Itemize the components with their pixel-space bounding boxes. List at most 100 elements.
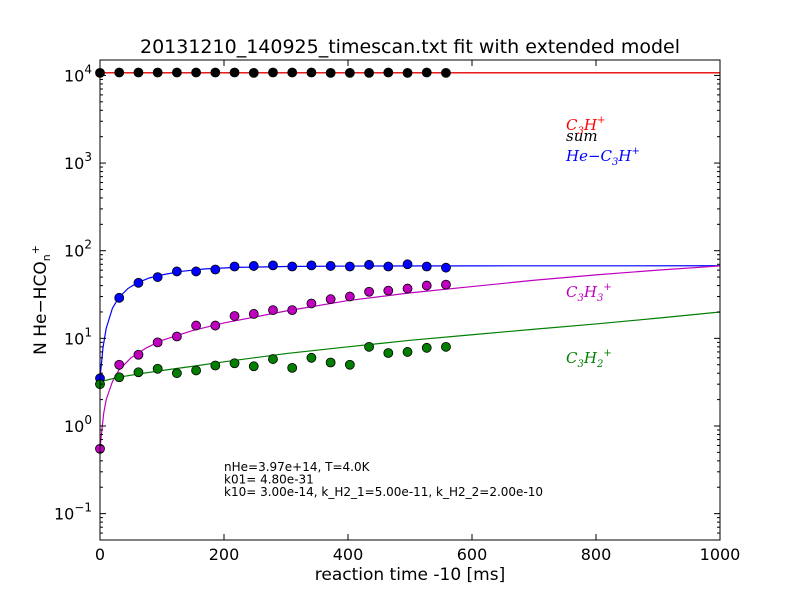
- x-tick-label: 0: [95, 545, 105, 564]
- point-sum: [171, 67, 182, 78]
- point-c3h3-: [210, 320, 221, 331]
- point-sum: [344, 67, 355, 78]
- point-he-c3h-: [325, 261, 336, 271]
- plot-frame: [99, 59, 721, 541]
- point-he-c3h-: [191, 266, 202, 277]
- point-c3h3-: [287, 305, 298, 316]
- point-he-c3h-: [114, 292, 125, 303]
- plot-background: [100, 60, 720, 540]
- point-c3h3-: [383, 285, 394, 296]
- point-he-c3h-: [441, 262, 451, 273]
- point-c3h3-: [441, 279, 451, 290]
- y-axis-label-main: N He−HCO: [31, 261, 51, 355]
- y-axis-label-sub: n: [40, 254, 53, 261]
- point-c3h2-: [248, 361, 259, 372]
- point-c3h3-: [421, 280, 432, 291]
- point-sum: [421, 67, 432, 78]
- point-he-c3h-: [152, 272, 163, 282]
- annotation-line: k01= 4.80e-31: [224, 473, 314, 487]
- point-sum: [287, 67, 298, 78]
- point-c3h2-: [287, 362, 298, 373]
- y-tick-label: 101: [64, 325, 92, 348]
- y-axis-ticks: 10−1 100 101 102 103 104: [54, 62, 720, 541]
- point-he-c3h-: [344, 261, 355, 272]
- point-c3h3-: [191, 320, 202, 331]
- point-c3h2-: [441, 341, 451, 352]
- point-c3h3-: [248, 309, 259, 319]
- point-he-c3h-: [306, 260, 317, 271]
- point-c3h2-: [191, 365, 202, 376]
- point-he-c3h-: [268, 260, 278, 271]
- point-c3h3-: [152, 337, 163, 348]
- point-c3h2-: [325, 357, 336, 368]
- point-sum: [114, 67, 125, 78]
- point-sum: [229, 67, 240, 78]
- point-c3h3-: [114, 359, 125, 370]
- point-sum: [441, 67, 451, 78]
- point-c3h2-: [383, 348, 394, 358]
- point-c3h2-: [364, 341, 374, 352]
- fit-line-c3h3-: [100, 265, 720, 449]
- y-tick-label: 103: [64, 150, 92, 173]
- point-he-c3h-: [364, 259, 374, 270]
- legend-label-c3h-: C3H+: [566, 115, 605, 137]
- point-sum: [383, 67, 394, 78]
- x-tick-label: 600: [457, 545, 488, 564]
- point-he-c3h-: [248, 261, 259, 271]
- point-he-c3h-: [383, 261, 394, 272]
- point-sum: [152, 67, 163, 78]
- point-sum: [133, 67, 144, 78]
- point-c3h2-: [133, 367, 144, 378]
- point-he-c3h-: [229, 261, 240, 272]
- y-axis-label: N He−HCOn+: [29, 245, 53, 355]
- point-c3h2-: [171, 368, 182, 379]
- annotation-line: nHe=3.97e+14, T=4.0K: [224, 460, 371, 474]
- point-sum: [325, 67, 336, 78]
- y-tick-label: 10−1: [54, 501, 92, 524]
- point-c3h3-: [344, 291, 355, 302]
- x-axis-ticks: 0 200 400 600 800 1000: [95, 60, 740, 564]
- x-tick-label: 800: [581, 545, 612, 564]
- x-tick-label: 400: [333, 545, 364, 564]
- point-c3h3-: [229, 311, 240, 321]
- x-axis-label: reaction time -10 [ms]: [315, 565, 505, 585]
- legend-label-he-c3h-: He−C3H+: [565, 146, 640, 168]
- point-c3h3-: [306, 298, 317, 309]
- legend-label-c3h2-: C3H2+: [566, 348, 612, 370]
- point-he-c3h-: [402, 259, 413, 270]
- annotation-line: k10= 3.00e-14, k_H2_1=5.00e-11, k_H2_2=2…: [224, 485, 543, 499]
- chart-title: 20131210_140925_timescan.txt fit with ex…: [140, 36, 680, 58]
- point-c3h2-: [268, 354, 278, 364]
- y-axis-label-sup: +: [29, 245, 42, 254]
- point-c3h3-: [402, 283, 413, 294]
- point-sum: [191, 67, 202, 78]
- point-sum: [248, 67, 259, 78]
- legend-label-sum: sum: [566, 127, 598, 145]
- point-he-c3h-: [171, 266, 182, 277]
- point-c3h2-: [229, 358, 240, 369]
- point-c3h3-: [171, 331, 182, 342]
- point-sum: [268, 67, 278, 78]
- point-he-c3h-: [421, 261, 432, 272]
- point-sum: [210, 67, 221, 78]
- point-c3h2-: [402, 347, 413, 357]
- y-tick-label: 104: [64, 62, 92, 85]
- legend-label-c3h3-: C3H3+: [566, 282, 612, 304]
- point-c3h3-: [325, 294, 336, 305]
- x-tick-label: 200: [209, 545, 240, 564]
- point-he-c3h-: [287, 261, 298, 272]
- y-tick-label: 100: [64, 413, 92, 436]
- point-sum: [364, 67, 374, 78]
- x-tick-label: 1000: [700, 545, 741, 564]
- point-c3h2-: [114, 372, 125, 383]
- point-sum: [306, 67, 317, 78]
- point-he-c3h-: [133, 277, 144, 288]
- point-c3h3-: [268, 305, 278, 316]
- point-c3h2-: [210, 360, 221, 371]
- point-he-c3h-: [210, 264, 221, 275]
- point-c3h2-: [152, 363, 163, 374]
- point-c3h2-: [344, 359, 355, 370]
- point-c3h2-: [421, 342, 432, 353]
- point-c3h3-: [364, 286, 374, 297]
